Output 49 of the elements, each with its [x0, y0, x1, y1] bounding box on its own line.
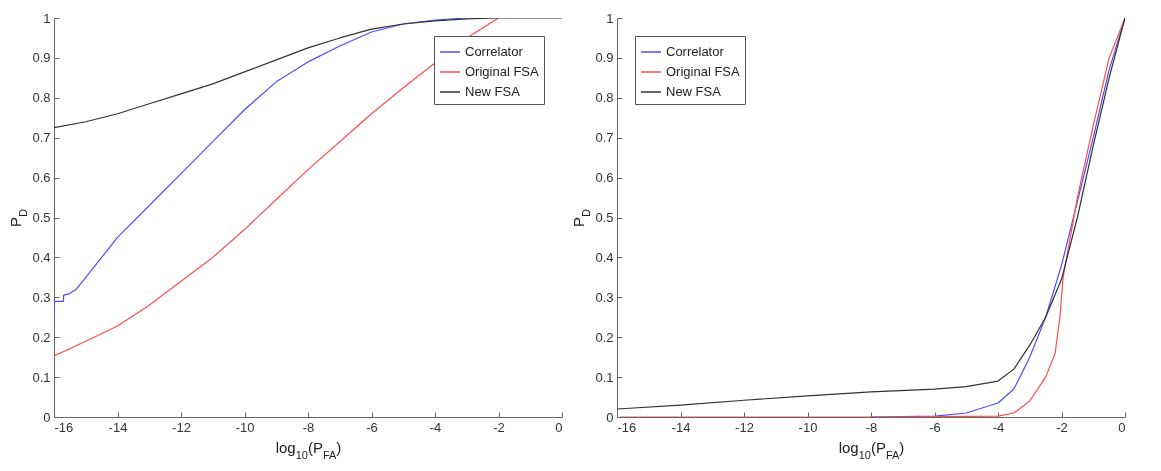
y-tick-label: 0 — [606, 409, 614, 425]
x-axis-title: log$_{10}$(P$_{FA}$) — [275, 438, 342, 461]
legend-label: New FSA — [465, 84, 521, 99]
y-tick-label: 0.8 — [595, 90, 614, 106]
y-tick-label: 0.5 — [32, 210, 51, 225]
y-tick-label: 0.9 — [32, 50, 51, 66]
legend-label: New FSA — [666, 84, 722, 99]
y-tick-label: 0 — [43, 409, 51, 425]
x-tick-label: 0 — [555, 419, 563, 435]
y-tick-label: 0.3 — [595, 289, 614, 305]
y-tick-label: 0.9 — [595, 50, 614, 66]
x-axis-title: log$_{10}$(P$_{FA}$) — [838, 438, 905, 461]
x-tick-label: -12 — [735, 419, 754, 435]
x-tick-label: -14 — [671, 419, 691, 435]
y-tick-label: 0.6 — [595, 170, 614, 186]
y-tick-label: 0.6 — [32, 170, 51, 186]
x-tick-label: -10 — [798, 419, 818, 435]
y-tick-label: 0.7 — [32, 130, 51, 146]
y-tick-label: 0.8 — [32, 90, 51, 106]
x-tick-label: -16 — [54, 419, 74, 435]
y-tick-label: 0.2 — [32, 329, 51, 345]
x-tick-label: -10 — [235, 419, 255, 435]
y-tick-label: 0.5 — [595, 210, 614, 225]
y-tick-label: 1 — [606, 10, 614, 26]
y-tick-label: 0.2 — [595, 329, 614, 345]
legend-label: Correlator — [465, 44, 524, 59]
legend-label: Original FSA — [465, 64, 540, 79]
x-tick-label: -4 — [992, 419, 1005, 435]
x-tick-label: -8 — [865, 419, 878, 435]
x-tick-label: -2 — [1056, 419, 1068, 435]
y-tick-label: 0.1 — [32, 369, 51, 385]
legend-label: Correlator — [666, 44, 725, 59]
y-tick-label: 0.7 — [595, 130, 614, 146]
x-tick-label: -12 — [172, 419, 191, 435]
x-tick-label: -4 — [429, 419, 442, 435]
y-tick-label: 0.1 — [595, 369, 614, 385]
x-tick-label: -8 — [302, 419, 315, 435]
x-tick-label: -16 — [617, 419, 637, 435]
legend-label: Original FSA — [666, 64, 741, 79]
x-tick-label: -2 — [493, 419, 505, 435]
y-tick-label: 0.3 — [32, 289, 51, 305]
x-tick-label: -6 — [929, 419, 941, 435]
y-tick-label: 1 — [43, 10, 51, 26]
line-series — [54, 18, 562, 129]
y-tick-label: 0.4 — [595, 249, 614, 265]
x-tick-label: -14 — [108, 419, 128, 435]
y-tick-label: 0.4 — [32, 249, 51, 265]
x-tick-label: -6 — [366, 419, 378, 435]
x-tick-label: 0 — [1118, 419, 1126, 435]
